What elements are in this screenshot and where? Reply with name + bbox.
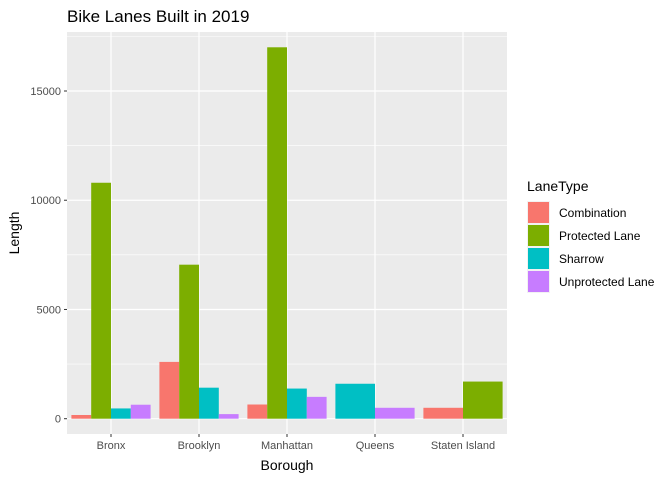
x-tick-label: Bronx [97,440,126,452]
bar-staten-island-combination [423,407,463,419]
legend: LaneType Combination Protected Lane Sharrow… [527,178,655,293]
y-tick-label: 0 [55,414,61,426]
bar-brooklyn-combination [159,361,180,419]
bar-manhattan-unprotected-lane [306,396,327,419]
bar-brooklyn-unprotected-lane [218,414,239,419]
bar-staten-island-protected-lane [463,381,503,419]
y-axis: 0 5000 10000 15000 [30,86,67,426]
bar-bronx-protected-lane [91,182,111,419]
x-tick-label: Staten Island [431,440,495,452]
bar-manhattan-combination [247,404,268,419]
bar-manhattan-protected-lane [267,47,287,419]
legend-swatch-protected-lane [528,225,549,246]
y-axis-title: Length [6,212,22,255]
bar-queens-sharrow [335,383,375,419]
bar-bronx-unprotected-lane [130,404,151,419]
bar-bronx-combination [71,414,92,419]
legend-label-combination: Combination [559,206,626,220]
x-tick-label: Queens [356,440,395,452]
x-axis: Bronx Brooklyn Manhattan Queens Staten Islan… [97,434,495,452]
legend-swatch-sharrow [528,248,549,269]
x-tick-label: Manhattan [261,440,313,452]
legend-title: LaneType [527,178,589,194]
legend-swatch-combination [528,202,549,223]
x-tick-label: Brooklyn [178,440,221,452]
bar-brooklyn-sharrow [199,387,219,419]
legend-label-sharrow: Sharrow [559,252,604,266]
y-tick-label: 10000 [30,195,61,207]
y-tick-label: 5000 [37,304,61,316]
bar-queens-unprotected-lane [375,407,415,419]
bar-brooklyn-protected-lane [179,264,199,419]
legend-label-unprotected-lane: Unprotected Lane [559,275,655,289]
legend-swatch-unprotected-lane [528,271,549,292]
legend-label-protected-lane: Protected Lane [559,229,641,243]
bar-bronx-sharrow [111,408,131,419]
chart-title: Bike Lanes Built in 2019 [67,7,249,26]
y-tick-label: 15000 [30,86,61,98]
bars [71,47,503,419]
bar-manhattan-sharrow [287,388,307,419]
x-axis-title: Borough [261,457,314,473]
